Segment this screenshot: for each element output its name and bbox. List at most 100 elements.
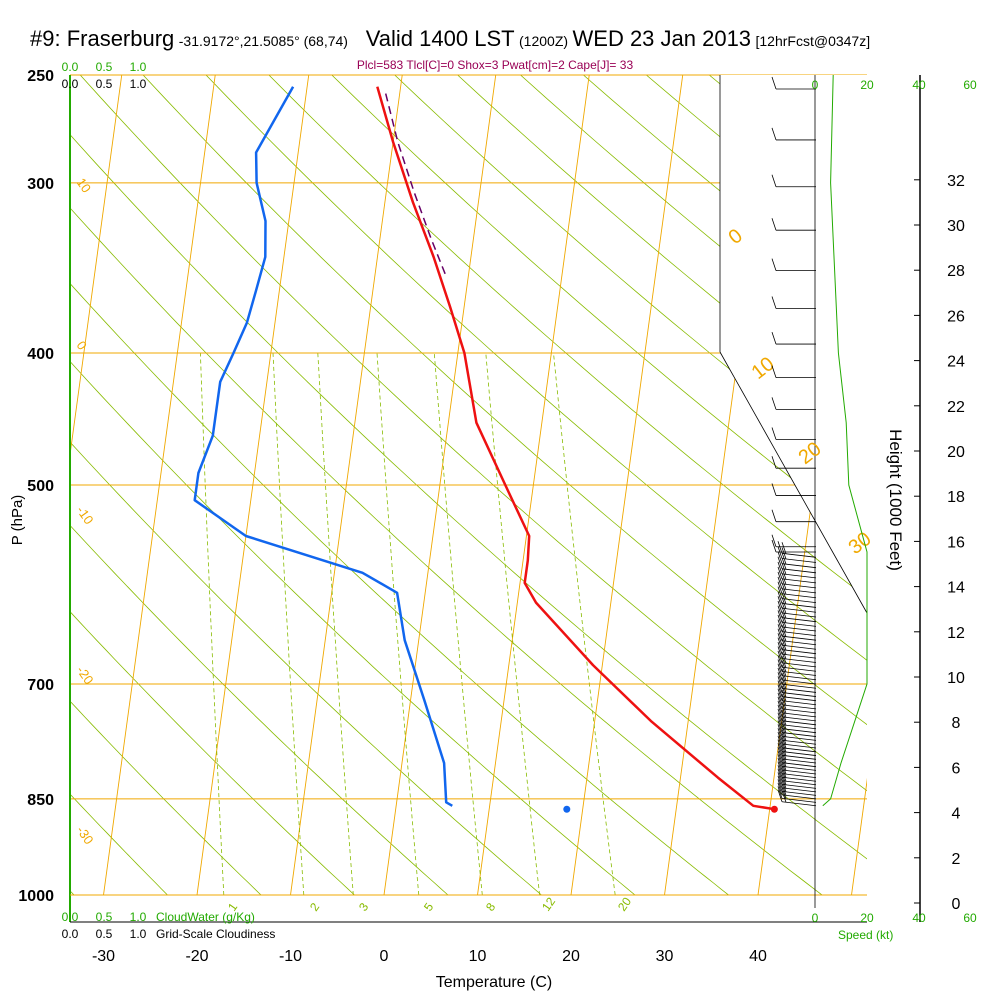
mixing-ratio-line bbox=[317, 352, 354, 895]
height-axis-label: Height (1000 Feet) bbox=[886, 429, 905, 571]
wind-barb-icon bbox=[777, 765, 817, 782]
cloud-scale-top-label: 0.5 bbox=[96, 60, 113, 74]
dry-adiabat-line bbox=[79, 75, 867, 792]
temperature-line bbox=[376, 86, 775, 811]
wind-barb-icon bbox=[777, 750, 817, 768]
wind-barb-icon bbox=[777, 731, 817, 749]
title-station: #9: Fraserburg bbox=[30, 26, 175, 51]
pressure-tick-label: 400 bbox=[27, 346, 54, 363]
wind-barb-icon bbox=[777, 761, 817, 779]
x-tick-label: 40 bbox=[749, 948, 767, 965]
speed-tick-top-label: 20 bbox=[860, 78, 874, 92]
speed-tick-top-label: 0 bbox=[812, 78, 819, 92]
chart-title: #9: Fraserburg -31.9172°,21.5085° (68,74… bbox=[30, 26, 870, 52]
surface-temperature-point bbox=[770, 805, 778, 813]
wind-barb-icon bbox=[777, 735, 817, 753]
wind-barb-icon bbox=[771, 539, 816, 553]
wind-barb-icon bbox=[777, 712, 817, 730]
wind-barb-icon bbox=[777, 676, 817, 693]
wind-barb-icon bbox=[777, 700, 817, 718]
wind-barb-icon bbox=[771, 218, 816, 231]
wind-barb-icon bbox=[777, 581, 817, 599]
wind-barb-icon bbox=[777, 663, 817, 681]
dry-adiabat-line bbox=[70, 611, 355, 895]
height-tick-label: 32 bbox=[947, 173, 965, 190]
wind-barb-icon bbox=[771, 296, 816, 309]
panel-mask bbox=[720, 75, 1000, 620]
stats-line: Plcl=583 Tlcl[C]=0 Shox=3 Pwat[cm]=2 Cap… bbox=[357, 58, 634, 72]
title-forecast: [12hrFcst@0347z] bbox=[755, 33, 871, 49]
grid-scale-bottom-label: 0.5 bbox=[96, 927, 113, 941]
cloud-scale-top-label: 0.0 bbox=[62, 60, 79, 74]
dry-adiabat-line bbox=[70, 207, 823, 895]
x-tick-label: -20 bbox=[185, 948, 208, 965]
skew-isotherm-label: 10 bbox=[74, 175, 95, 195]
profile-lines bbox=[193, 74, 868, 813]
wind-barb-icon bbox=[777, 772, 817, 789]
grid-cloudiness-label: Grid-Scale Cloudiness bbox=[156, 927, 275, 941]
cloud-scale-bottom-label: 0.0 bbox=[62, 910, 79, 924]
height-tick-label: 4 bbox=[952, 806, 961, 823]
wind-barb-icon bbox=[777, 586, 817, 604]
wind-barb-icon bbox=[771, 534, 816, 548]
isotherm-line bbox=[70, 75, 123, 459]
pressure-tick-label: 300 bbox=[27, 176, 54, 193]
mixing-ratio-line bbox=[272, 352, 305, 895]
height-tick-label: 14 bbox=[947, 580, 965, 597]
x-tick-label: -30 bbox=[92, 948, 115, 965]
mixing-ratio-label: 8 bbox=[483, 900, 498, 914]
wind-barb-icon bbox=[777, 680, 817, 697]
speed-tick-top-label: 40 bbox=[912, 78, 926, 92]
pressure-tick-label: 700 bbox=[27, 677, 54, 694]
wind-barb-icon bbox=[771, 397, 816, 410]
mixing-ratio-label: 5 bbox=[421, 900, 436, 914]
speed-tick-bottom-label: 20 bbox=[860, 911, 874, 925]
wind-barb-icon bbox=[771, 258, 816, 272]
title-valid: Valid 1400 LST bbox=[365, 26, 515, 51]
dry-adiabat-line bbox=[70, 700, 262, 895]
speed-tick-bottom-label: 40 bbox=[912, 911, 926, 925]
grid-scale-top-label: 0.0 bbox=[62, 77, 79, 91]
height-tick-label: 6 bbox=[952, 760, 961, 777]
cloud-scale-bottom-label: 0.5 bbox=[96, 910, 113, 924]
wind-barb-icon bbox=[777, 724, 817, 741]
pressure-tick-label: 850 bbox=[27, 792, 54, 809]
wind-barb-icon bbox=[777, 556, 817, 574]
height-tick-label: 16 bbox=[947, 534, 965, 551]
wind-barb-icon bbox=[777, 775, 817, 793]
mixing-ratio-label: 12 bbox=[539, 894, 558, 913]
title-date: WED 23 Jan 2013 bbox=[572, 26, 752, 51]
panel-diagonal bbox=[719, 351, 868, 614]
skew-isotherm-label: -10 bbox=[74, 503, 97, 527]
dry-adiabat-line bbox=[70, 360, 636, 895]
title-utc: (1200Z) bbox=[519, 33, 569, 49]
mixing-ratio-label: 3 bbox=[356, 900, 371, 914]
grid-scale-bottom-label: 1.0 bbox=[130, 927, 147, 941]
wind-barb-icon bbox=[777, 746, 817, 764]
height-tick-label: 10 bbox=[947, 670, 965, 687]
speed-tick-top-label: 60 bbox=[963, 78, 977, 92]
wind-barb-icon bbox=[771, 483, 816, 496]
wind-speed-line bbox=[822, 74, 868, 807]
mixing-ratio-label: 2 bbox=[307, 900, 322, 914]
title-coords: -31.9172°,21.5085° (68,74) bbox=[178, 33, 348, 49]
wind-barb-icon bbox=[777, 782, 817, 800]
wind-barb-icon bbox=[771, 456, 816, 469]
wind-barb-icon bbox=[777, 789, 817, 807]
wind-barb-icon bbox=[777, 566, 817, 584]
mixing-ratio-line bbox=[553, 352, 616, 895]
dewpoint-line bbox=[193, 86, 453, 807]
y-axis-label: P (hPa) bbox=[9, 495, 26, 546]
x-tick-label: 0 bbox=[380, 948, 389, 965]
height-tick-label: 12 bbox=[947, 625, 965, 642]
height-tick-label: 24 bbox=[947, 354, 965, 371]
wind-barb-icon bbox=[777, 716, 817, 734]
wind-barb-icon bbox=[777, 655, 817, 672]
wind-barb-icon bbox=[777, 720, 817, 737]
height-tick-label: 20 bbox=[947, 444, 965, 461]
surface-dewpoint-point bbox=[563, 805, 571, 813]
wind-barb-icon bbox=[777, 692, 817, 710]
wind-barb-icon bbox=[771, 365, 816, 379]
